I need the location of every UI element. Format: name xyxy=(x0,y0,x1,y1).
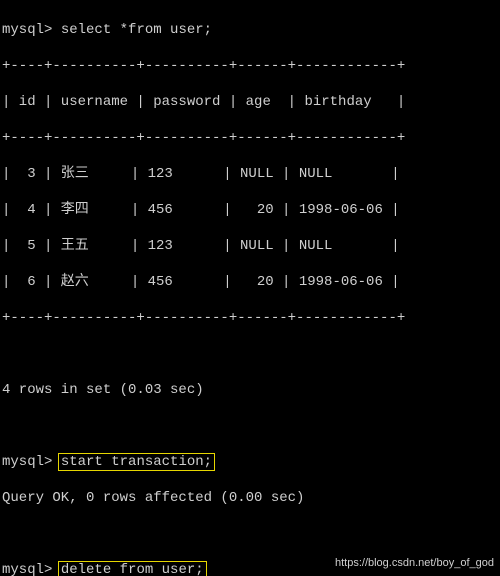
highlight-start-transaction: start transaction; xyxy=(58,453,215,471)
highlight-delete: delete from user; xyxy=(58,561,207,576)
result-text: 4 rows in set (0.03 sec) xyxy=(2,381,498,399)
result-text: Query OK, 0 rows affected (0.00 sec) xyxy=(2,489,498,507)
table-row: | 4 | 李四 | 456 | 20 | 1998-06-06 | xyxy=(2,201,498,219)
sql-select: select *from user; xyxy=(61,21,212,39)
table-row: | 6 | 赵六 | 456 | 20 | 1998-06-06 | xyxy=(2,273,498,291)
table-row: | 3 | 张三 | 123 | NULL | NULL | xyxy=(2,165,498,183)
prompt: mysql> xyxy=(2,21,52,39)
prompt: mysql> xyxy=(2,561,52,576)
watermark: https://blog.csdn.net/boy_of_god xyxy=(335,554,494,572)
table-sep: +----+----------+----------+------+-----… xyxy=(2,129,498,147)
table-sep: +----+----------+----------+------+-----… xyxy=(2,57,498,75)
table-row: | 5 | 王五 | 123 | NULL | NULL | xyxy=(2,237,498,255)
table-header: | id | username | password | age | birth… xyxy=(2,93,498,111)
prompt: mysql> xyxy=(2,453,52,471)
terminal-output: mysql> select *from user; +----+--------… xyxy=(0,0,500,576)
table-sep: +----+----------+----------+------+-----… xyxy=(2,309,498,327)
